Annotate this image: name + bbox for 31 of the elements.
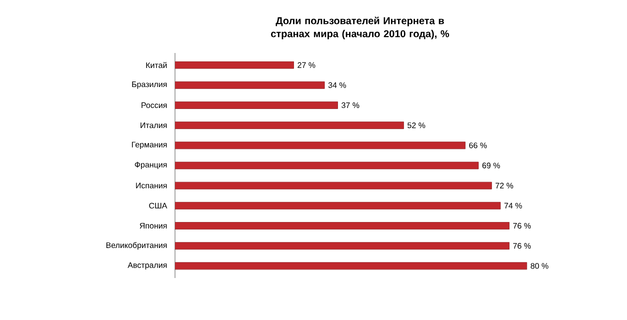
data-label: 69 %	[482, 162, 500, 168]
data-label: 52 %	[408, 122, 426, 128]
y-tick-label: Испания	[136, 182, 167, 188]
y-tick-label: Япония	[140, 222, 167, 229]
data-label: 66 %	[469, 142, 487, 148]
y-tick-label: США	[149, 202, 168, 208]
bar	[175, 182, 492, 190]
bar	[175, 102, 338, 109]
y-tick-label: Великобритания	[106, 242, 167, 250]
y-tick-label: Китай	[146, 62, 167, 68]
data-label: 80 %	[530, 263, 548, 269]
data-label: 74 %	[504, 202, 522, 208]
data-label: 72 %	[496, 182, 514, 188]
y-tick-label: Франция	[134, 162, 167, 170]
bar	[175, 81, 325, 89]
y-tick-label: Австралия	[128, 262, 167, 270]
y-tick-label: Бразилия	[132, 82, 167, 89]
bar	[175, 142, 466, 150]
bar	[175, 122, 404, 130]
y-tick-label: Италия	[140, 122, 167, 128]
data-label: 76 %	[513, 243, 531, 249]
y-tick-label: Германия	[132, 142, 167, 149]
data-label: 27 %	[298, 62, 316, 68]
data-label: 76 %	[513, 222, 531, 229]
data-label: 37 %	[342, 102, 360, 108]
y-tick-label: Россия	[142, 102, 167, 108]
bar	[175, 242, 510, 250]
chart-title: Доли пользователей Интернета в странах мира (начало 2010 года), %	[271, 16, 450, 40]
bar	[175, 202, 501, 210]
data-label: 34 %	[328, 82, 346, 88]
bar	[175, 222, 510, 230]
